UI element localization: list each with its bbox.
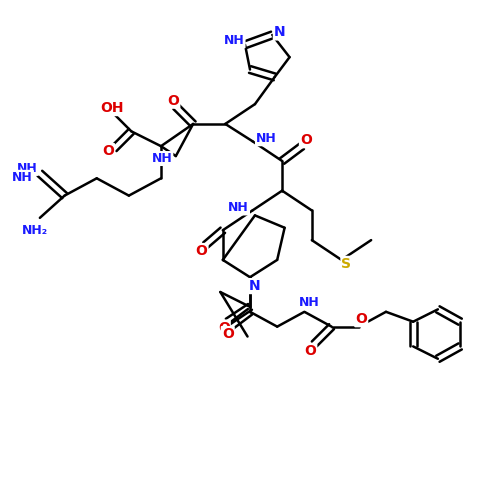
Text: NH₂: NH₂ — [22, 224, 48, 236]
Text: S: S — [342, 257, 351, 271]
Text: O: O — [168, 94, 179, 108]
Text: O: O — [356, 312, 367, 326]
Text: O: O — [222, 327, 234, 341]
Text: NH: NH — [228, 202, 249, 214]
Text: O: O — [300, 133, 312, 147]
Text: O: O — [196, 244, 207, 258]
Text: OH: OH — [100, 101, 124, 115]
Text: O: O — [304, 344, 316, 358]
Text: NH: NH — [152, 152, 172, 165]
Text: NH: NH — [299, 296, 320, 310]
Text: NH: NH — [256, 132, 276, 145]
Text: O: O — [102, 144, 114, 158]
Text: O: O — [218, 320, 230, 334]
Text: NH: NH — [12, 171, 33, 184]
Text: N: N — [274, 26, 285, 40]
Text: NH: NH — [17, 162, 38, 175]
Text: NH: NH — [224, 34, 244, 48]
Text: N: N — [249, 279, 261, 293]
